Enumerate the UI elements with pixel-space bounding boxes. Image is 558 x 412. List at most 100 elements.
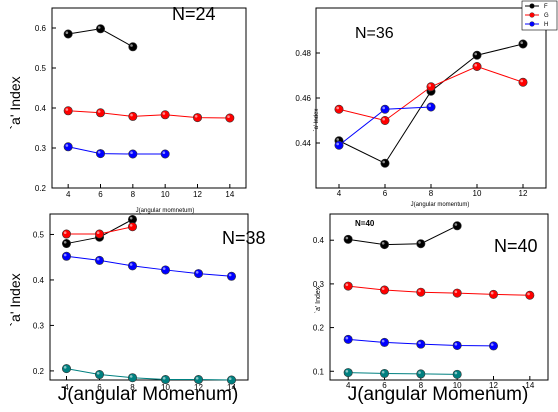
data-point	[518, 77, 528, 87]
data-point	[334, 104, 344, 114]
data-point	[334, 140, 344, 150]
y-axis-label: `a' Index	[315, 286, 322, 313]
data-point	[452, 340, 462, 350]
data-point-highlight	[345, 369, 349, 373]
data-point-highlight	[454, 223, 458, 226]
data-point-highlight	[527, 292, 530, 296]
y-tick-label: 0.5	[35, 64, 47, 73]
chart-panel-1: 4 6 8 10 12 14 0.2 0.3 0.4 0.5 0.6 N=24 J(angular mo…	[7, 4, 247, 214]
x-tick-label: 14	[525, 381, 534, 390]
y-tick-label: 0.4	[33, 276, 45, 285]
data-point-highlight	[454, 371, 458, 375]
data-point	[416, 239, 426, 249]
data-point-highlight	[428, 84, 432, 87]
data-point	[472, 50, 482, 60]
plot-frame	[49, 213, 249, 381]
data-point-highlight	[162, 112, 166, 115]
data-point-highlight	[96, 231, 100, 235]
x-tick-label: 4	[66, 190, 71, 199]
data-point	[128, 111, 138, 121]
y-tick-label: 0.2	[33, 367, 45, 376]
data-point	[379, 368, 389, 378]
x-tick-label: 10	[453, 381, 462, 390]
data-point	[518, 39, 528, 49]
data-point	[61, 364, 71, 374]
data-point-highlight	[490, 291, 494, 295]
data-point	[161, 265, 171, 275]
data-point	[225, 113, 235, 123]
series-line	[348, 285, 530, 296]
legend-label: F	[544, 4, 548, 10]
data-point	[488, 341, 498, 351]
annotation-label: N=40	[355, 219, 375, 228]
y-tick-label: 0.2	[313, 324, 325, 333]
x-axis-label: J(angular Momenum)	[58, 384, 239, 405]
data-point	[343, 281, 353, 291]
data-point	[63, 29, 73, 39]
data-point	[160, 110, 170, 120]
data-point-highlight	[96, 371, 100, 375]
data-point	[343, 334, 353, 344]
data-point-highlight	[195, 376, 199, 380]
data-point	[95, 229, 105, 239]
data-point-highlight	[65, 108, 69, 111]
plot-frame	[315, 7, 547, 189]
data-point-highlight	[97, 110, 101, 113]
data-point	[227, 271, 237, 281]
data-point-highlight	[474, 52, 478, 56]
data-point	[61, 239, 71, 249]
data-point-highlight	[63, 366, 67, 369]
data-point	[488, 289, 498, 299]
y-axis-label: `a' Index	[7, 273, 23, 326]
data-point	[61, 251, 71, 261]
data-point	[193, 113, 203, 123]
data-point-highlight	[336, 138, 340, 141]
series-line	[66, 368, 232, 381]
data-point	[525, 290, 535, 300]
data-point-highlight	[454, 342, 458, 346]
data-point-highlight	[418, 289, 421, 293]
data-point-highlight	[418, 241, 421, 244]
data-point	[343, 368, 353, 378]
y-tick-label: 0.3	[33, 321, 45, 330]
data-point	[61, 229, 71, 239]
y-tick-label: 0.2	[35, 184, 47, 193]
x-tick-label: 10	[161, 383, 170, 392]
legend-marker	[529, 12, 535, 18]
data-point-highlight	[381, 241, 385, 245]
series-line	[68, 110, 230, 119]
x-tick-label: 4	[64, 383, 69, 392]
data-point	[194, 375, 204, 385]
data-point	[96, 24, 106, 34]
series-line	[348, 225, 458, 246]
data-point	[95, 370, 105, 380]
data-point-highlight	[129, 216, 133, 220]
data-point	[379, 240, 389, 250]
chart-panel-2: 4 6 8 10 12 0.44 0.46 0.48 N=36 J(angular momentu…	[295, 0, 558, 208]
x-tick-label: 8	[131, 190, 136, 199]
data-point	[128, 261, 138, 271]
data-point	[380, 116, 390, 126]
x-tick-label: 12	[519, 189, 528, 198]
data-point-highlight	[162, 376, 166, 380]
data-point-highlight	[227, 115, 230, 118]
y-axis-label: `a' Index	[7, 76, 23, 129]
data-point	[343, 234, 353, 244]
data-point	[380, 158, 390, 168]
legend-label: H	[544, 22, 548, 28]
chart-title: N=40	[494, 236, 538, 256]
data-point-highlight	[97, 151, 101, 154]
data-point-highlight	[162, 151, 166, 154]
data-point-highlight	[381, 287, 385, 291]
data-point	[452, 369, 462, 379]
x-axis-label: J(angular momnetum)	[136, 208, 195, 214]
data-point-highlight	[474, 63, 478, 67]
x-tick-label: 14	[227, 383, 236, 392]
legend-marker	[529, 3, 535, 9]
data-point-highlight	[336, 142, 340, 146]
data-point	[452, 288, 462, 298]
data-point-highlight	[345, 236, 349, 240]
x-tick-label: 6	[98, 190, 103, 199]
